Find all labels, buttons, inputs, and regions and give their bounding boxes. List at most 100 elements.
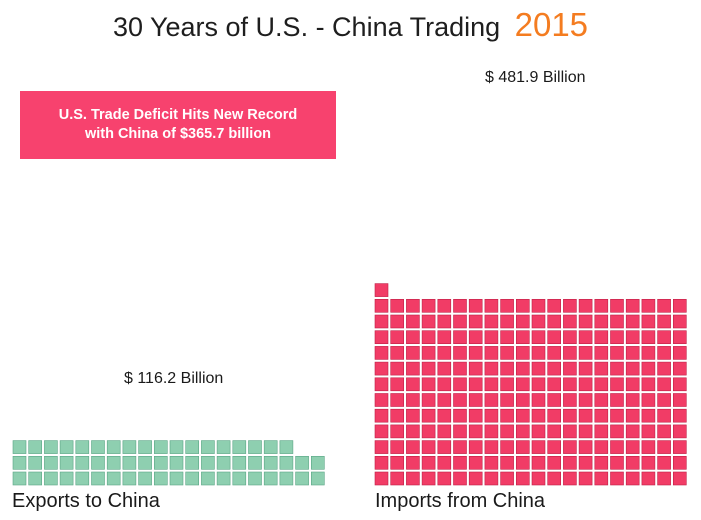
imports-waffle-block bbox=[625, 346, 640, 360]
exports-waffle-block bbox=[91, 471, 105, 486]
imports-waffle-block bbox=[374, 424, 389, 439]
imports-waffle-block bbox=[531, 455, 546, 470]
imports-waffle-block bbox=[406, 408, 420, 423]
imports-waffle-block bbox=[594, 346, 609, 360]
imports-waffle-block bbox=[672, 455, 687, 470]
imports-waffle-block bbox=[610, 314, 624, 329]
exports-waffle-block bbox=[59, 440, 74, 454]
exports-waffle-block bbox=[44, 471, 58, 486]
imports-category-label: Imports from China bbox=[375, 490, 546, 512]
imports-waffle-block bbox=[468, 471, 483, 486]
imports-waffle-block bbox=[437, 361, 452, 376]
imports-waffle-block bbox=[578, 330, 593, 345]
imports-waffle-block bbox=[563, 298, 577, 313]
imports-waffle-block bbox=[531, 471, 546, 486]
imports-waffle-block bbox=[657, 298, 671, 313]
imports-waffle-block bbox=[578, 298, 593, 313]
imports-waffle-block bbox=[547, 298, 562, 313]
imports-waffle-block bbox=[484, 471, 499, 486]
imports-waffle-block bbox=[657, 471, 671, 486]
imports-waffle-block bbox=[547, 361, 562, 376]
imports-waffle-block bbox=[641, 471, 656, 486]
imports-waffle-block bbox=[594, 361, 609, 376]
imports-waffle-block bbox=[437, 377, 452, 392]
callout-line-2: with China of $365.7 billion bbox=[84, 126, 272, 142]
imports-waffle-block bbox=[421, 393, 436, 407]
imports-waffle-block bbox=[563, 346, 577, 360]
imports-waffle-block bbox=[594, 408, 609, 423]
imports-waffle-block bbox=[515, 424, 530, 439]
imports-waffle-block bbox=[563, 440, 577, 454]
exports-waffle-block bbox=[44, 440, 58, 454]
imports-waffle-block bbox=[374, 283, 389, 297]
imports-waffle-block bbox=[515, 440, 530, 454]
imports-waffle-block bbox=[625, 377, 640, 392]
imports-waffle-block bbox=[500, 455, 514, 470]
imports-waffle-block bbox=[500, 424, 514, 439]
imports-waffle-block bbox=[641, 298, 656, 313]
exports-waffle-block bbox=[44, 455, 58, 470]
exports-waffle-block bbox=[106, 440, 121, 454]
imports-waffle-block bbox=[453, 393, 467, 407]
imports-waffle-block bbox=[672, 298, 687, 313]
imports-waffle-block bbox=[578, 346, 593, 360]
imports-waffle-block bbox=[672, 361, 687, 376]
imports-waffle-block bbox=[437, 314, 452, 329]
imports-waffle-block bbox=[453, 314, 467, 329]
imports-waffle-block bbox=[610, 393, 624, 407]
imports-waffle-block bbox=[563, 314, 577, 329]
imports-waffle-block bbox=[641, 408, 656, 423]
imports-waffle-block bbox=[563, 361, 577, 376]
exports-waffle-block bbox=[12, 471, 27, 486]
imports-waffle-block bbox=[406, 361, 420, 376]
imports-waffle-block bbox=[468, 346, 483, 360]
exports-waffle-block bbox=[138, 471, 152, 486]
imports-waffle-block bbox=[437, 455, 452, 470]
exports-waffle-block bbox=[59, 455, 74, 470]
imports-waffle-block bbox=[672, 346, 687, 360]
imports-waffle-block bbox=[625, 408, 640, 423]
imports-waffle-block bbox=[672, 440, 687, 454]
imports-waffle-block bbox=[641, 346, 656, 360]
exports-waffle-block bbox=[185, 440, 199, 454]
imports-waffle-block bbox=[641, 424, 656, 439]
imports-waffle-block bbox=[610, 298, 624, 313]
exports-waffle-block bbox=[248, 471, 262, 486]
imports-waffle-block bbox=[374, 393, 389, 407]
imports-waffle-block bbox=[406, 330, 420, 345]
imports-waffle-block bbox=[406, 424, 420, 439]
imports-waffle-block bbox=[421, 455, 436, 470]
imports-waffle-block bbox=[531, 377, 546, 392]
imports-waffle-block bbox=[421, 471, 436, 486]
imports-waffle-block bbox=[563, 377, 577, 392]
imports-waffle-block bbox=[500, 361, 514, 376]
imports-waffle-block bbox=[563, 471, 577, 486]
imports-waffle-block bbox=[531, 393, 546, 407]
imports-waffle-block bbox=[594, 393, 609, 407]
imports-waffle-block bbox=[421, 377, 436, 392]
imports-waffle-block bbox=[547, 377, 562, 392]
imports-waffle-block bbox=[421, 330, 436, 345]
imports-waffle-block bbox=[641, 314, 656, 329]
imports-waffle-block bbox=[406, 298, 420, 313]
imports-waffle-block bbox=[547, 424, 562, 439]
exports-waffle-block bbox=[216, 455, 231, 470]
imports-waffle-block bbox=[610, 424, 624, 439]
imports-waffle-block bbox=[672, 330, 687, 345]
imports-waffle-block bbox=[453, 408, 467, 423]
imports-waffle-block bbox=[468, 408, 483, 423]
exports-waffle-block bbox=[216, 471, 231, 486]
imports-waffle-block bbox=[421, 424, 436, 439]
imports-waffle-block bbox=[374, 298, 389, 313]
imports-waffle-block bbox=[390, 330, 405, 345]
exports-waffle-block bbox=[248, 455, 262, 470]
imports-waffle-block bbox=[594, 377, 609, 392]
imports-waffle-block bbox=[374, 330, 389, 345]
imports-waffle-block bbox=[610, 330, 624, 345]
imports-waffle-block bbox=[468, 424, 483, 439]
imports-waffle-block bbox=[374, 314, 389, 329]
imports-waffle-block bbox=[657, 361, 671, 376]
imports-waffle-block bbox=[390, 408, 405, 423]
imports-waffle-block bbox=[578, 471, 593, 486]
imports-waffle-block bbox=[515, 455, 530, 470]
